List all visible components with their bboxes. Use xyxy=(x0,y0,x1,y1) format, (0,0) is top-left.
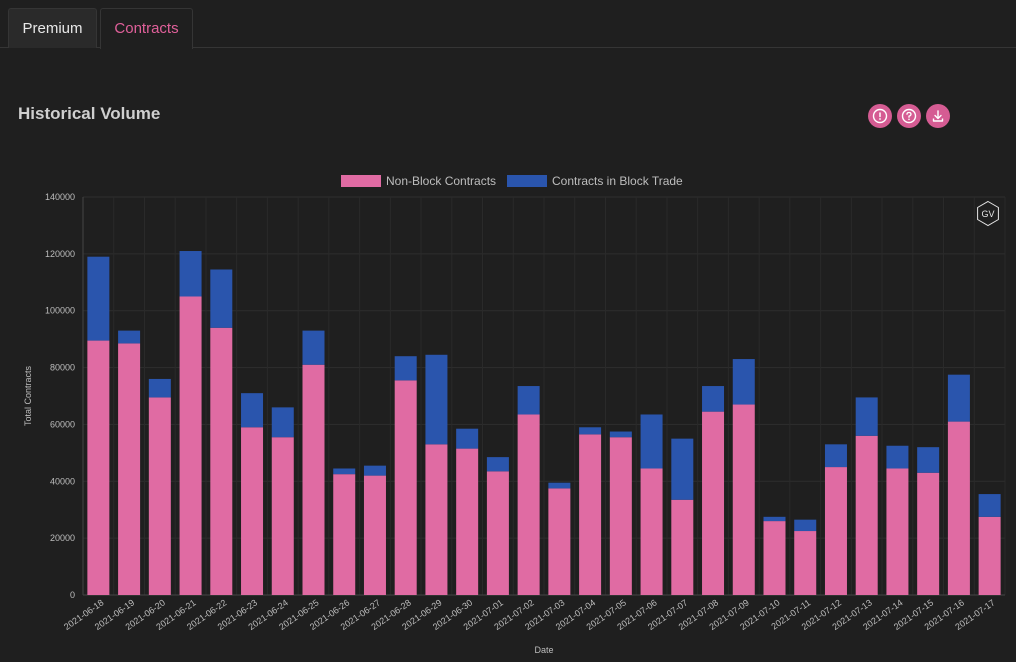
legend-label-non-block: Non-Block Contracts xyxy=(386,174,496,188)
bar-block-trade[interactable] xyxy=(732,359,755,405)
bar-block-trade[interactable] xyxy=(517,386,540,415)
panel-title: Historical Volume xyxy=(18,104,161,123)
bar-non-block[interactable] xyxy=(425,444,448,595)
chart-legend: Non-Block Contracts Contracts in Block T… xyxy=(341,174,683,188)
bar-non-block[interactable] xyxy=(763,521,786,595)
y-tick-label: 20000 xyxy=(50,533,75,543)
bar-block-trade[interactable] xyxy=(978,494,1001,517)
help-icon xyxy=(901,108,917,124)
bar-non-block[interactable] xyxy=(886,468,909,595)
bar-block-trade[interactable] xyxy=(87,256,110,341)
bar-non-block[interactable] xyxy=(333,474,356,595)
bar-block-trade[interactable] xyxy=(702,386,725,412)
bar-non-block[interactable] xyxy=(640,468,663,595)
bar-non-block[interactable] xyxy=(210,327,233,595)
bar-block-trade[interactable] xyxy=(394,356,417,381)
bar-block-trade[interactable] xyxy=(824,444,847,468)
y-tick-label: 40000 xyxy=(50,476,75,486)
bar-non-block[interactable] xyxy=(671,499,694,595)
bar-non-block[interactable] xyxy=(118,343,141,595)
bar-non-block[interactable] xyxy=(87,340,110,595)
bar-block-trade[interactable] xyxy=(118,330,141,344)
bar-block-trade[interactable] xyxy=(855,397,878,436)
y-tick-label: 80000 xyxy=(50,363,75,373)
bar-non-block[interactable] xyxy=(302,364,325,595)
bar-non-block[interactable] xyxy=(947,421,970,595)
info-button[interactable] xyxy=(868,104,892,128)
bar-non-block[interactable] xyxy=(855,435,878,595)
bar-non-block[interactable] xyxy=(794,531,817,595)
volume-chart: 020000400006000080000100000120000140000 … xyxy=(23,174,1006,655)
bar-block-trade[interactable] xyxy=(548,482,571,489)
legend-label-block-trade: Contracts in Block Trade xyxy=(552,174,683,188)
bar-block-trade[interactable] xyxy=(241,393,264,428)
y-axis-title: Total Contracts xyxy=(23,365,33,426)
bar-non-block[interactable] xyxy=(548,488,571,595)
bar-block-trade[interactable] xyxy=(179,251,202,297)
y-tick-label: 120000 xyxy=(45,249,75,259)
chart-grid xyxy=(82,196,1006,596)
y-tick-label: 60000 xyxy=(50,419,75,429)
bar-block-trade[interactable] xyxy=(302,330,325,365)
bar-block-trade[interactable] xyxy=(886,445,909,469)
bar-non-block[interactable] xyxy=(978,516,1001,595)
bar-non-block[interactable] xyxy=(179,296,202,596)
x-axis-ticks: 2021-06-182021-06-192021-06-202021-06-21… xyxy=(62,597,997,632)
bar-non-block[interactable] xyxy=(271,437,294,595)
tab-bar: Premium Contracts xyxy=(0,0,1016,49)
tab-contracts[interactable]: Contracts xyxy=(100,8,193,49)
chart-bars xyxy=(87,251,1001,596)
svg-text:GV: GV xyxy=(981,209,994,219)
bar-block-trade[interactable] xyxy=(579,427,602,435)
bar-block-trade[interactable] xyxy=(640,414,663,469)
info-icon xyxy=(872,108,888,124)
bar-non-block[interactable] xyxy=(394,380,417,595)
bar-non-block[interactable] xyxy=(579,434,602,595)
bar-non-block[interactable] xyxy=(917,472,940,595)
legend-swatch-non-block xyxy=(341,175,381,187)
bar-non-block[interactable] xyxy=(148,397,171,595)
bar-non-block[interactable] xyxy=(702,411,725,595)
legend-swatch-block-trade xyxy=(507,175,547,187)
bar-non-block[interactable] xyxy=(732,404,755,595)
bar-non-block[interactable] xyxy=(456,448,479,595)
bar-block-trade[interactable] xyxy=(271,407,294,438)
bar-block-trade[interactable] xyxy=(947,374,970,422)
bar-non-block[interactable] xyxy=(241,427,264,595)
help-button[interactable] xyxy=(897,104,921,128)
bar-non-block[interactable] xyxy=(486,471,509,595)
y-tick-label: 140000 xyxy=(45,192,75,202)
y-tick-label: 0 xyxy=(70,590,75,600)
bar-block-trade[interactable] xyxy=(456,428,479,449)
bar-non-block[interactable] xyxy=(517,414,540,595)
download-icon xyxy=(932,110,944,122)
tab-premium[interactable]: Premium xyxy=(8,8,97,48)
bar-block-trade[interactable] xyxy=(148,378,171,398)
bar-block-trade[interactable] xyxy=(671,438,694,500)
bar-block-trade[interactable] xyxy=(425,354,448,445)
bar-non-block[interactable] xyxy=(363,475,386,595)
bar-block-trade[interactable] xyxy=(763,516,786,522)
bar-block-trade[interactable] xyxy=(363,465,386,476)
y-tick-label: 100000 xyxy=(45,306,75,316)
bar-block-trade[interactable] xyxy=(486,457,509,472)
bar-block-trade[interactable] xyxy=(794,519,817,532)
bar-block-trade[interactable] xyxy=(333,468,356,475)
x-axis-title: Date xyxy=(534,645,553,655)
bar-block-trade[interactable] xyxy=(210,269,233,328)
download-button[interactable] xyxy=(926,104,950,128)
bar-block-trade[interactable] xyxy=(917,447,940,473)
bar-block-trade[interactable] xyxy=(609,431,632,438)
bar-non-block[interactable] xyxy=(824,467,847,595)
gv-watermark-logo: GV xyxy=(977,200,999,227)
bar-non-block[interactable] xyxy=(609,437,632,595)
y-axis-ticks: 0 20000 40000 60000 80000 100000 120000 140000 xyxy=(45,192,75,600)
